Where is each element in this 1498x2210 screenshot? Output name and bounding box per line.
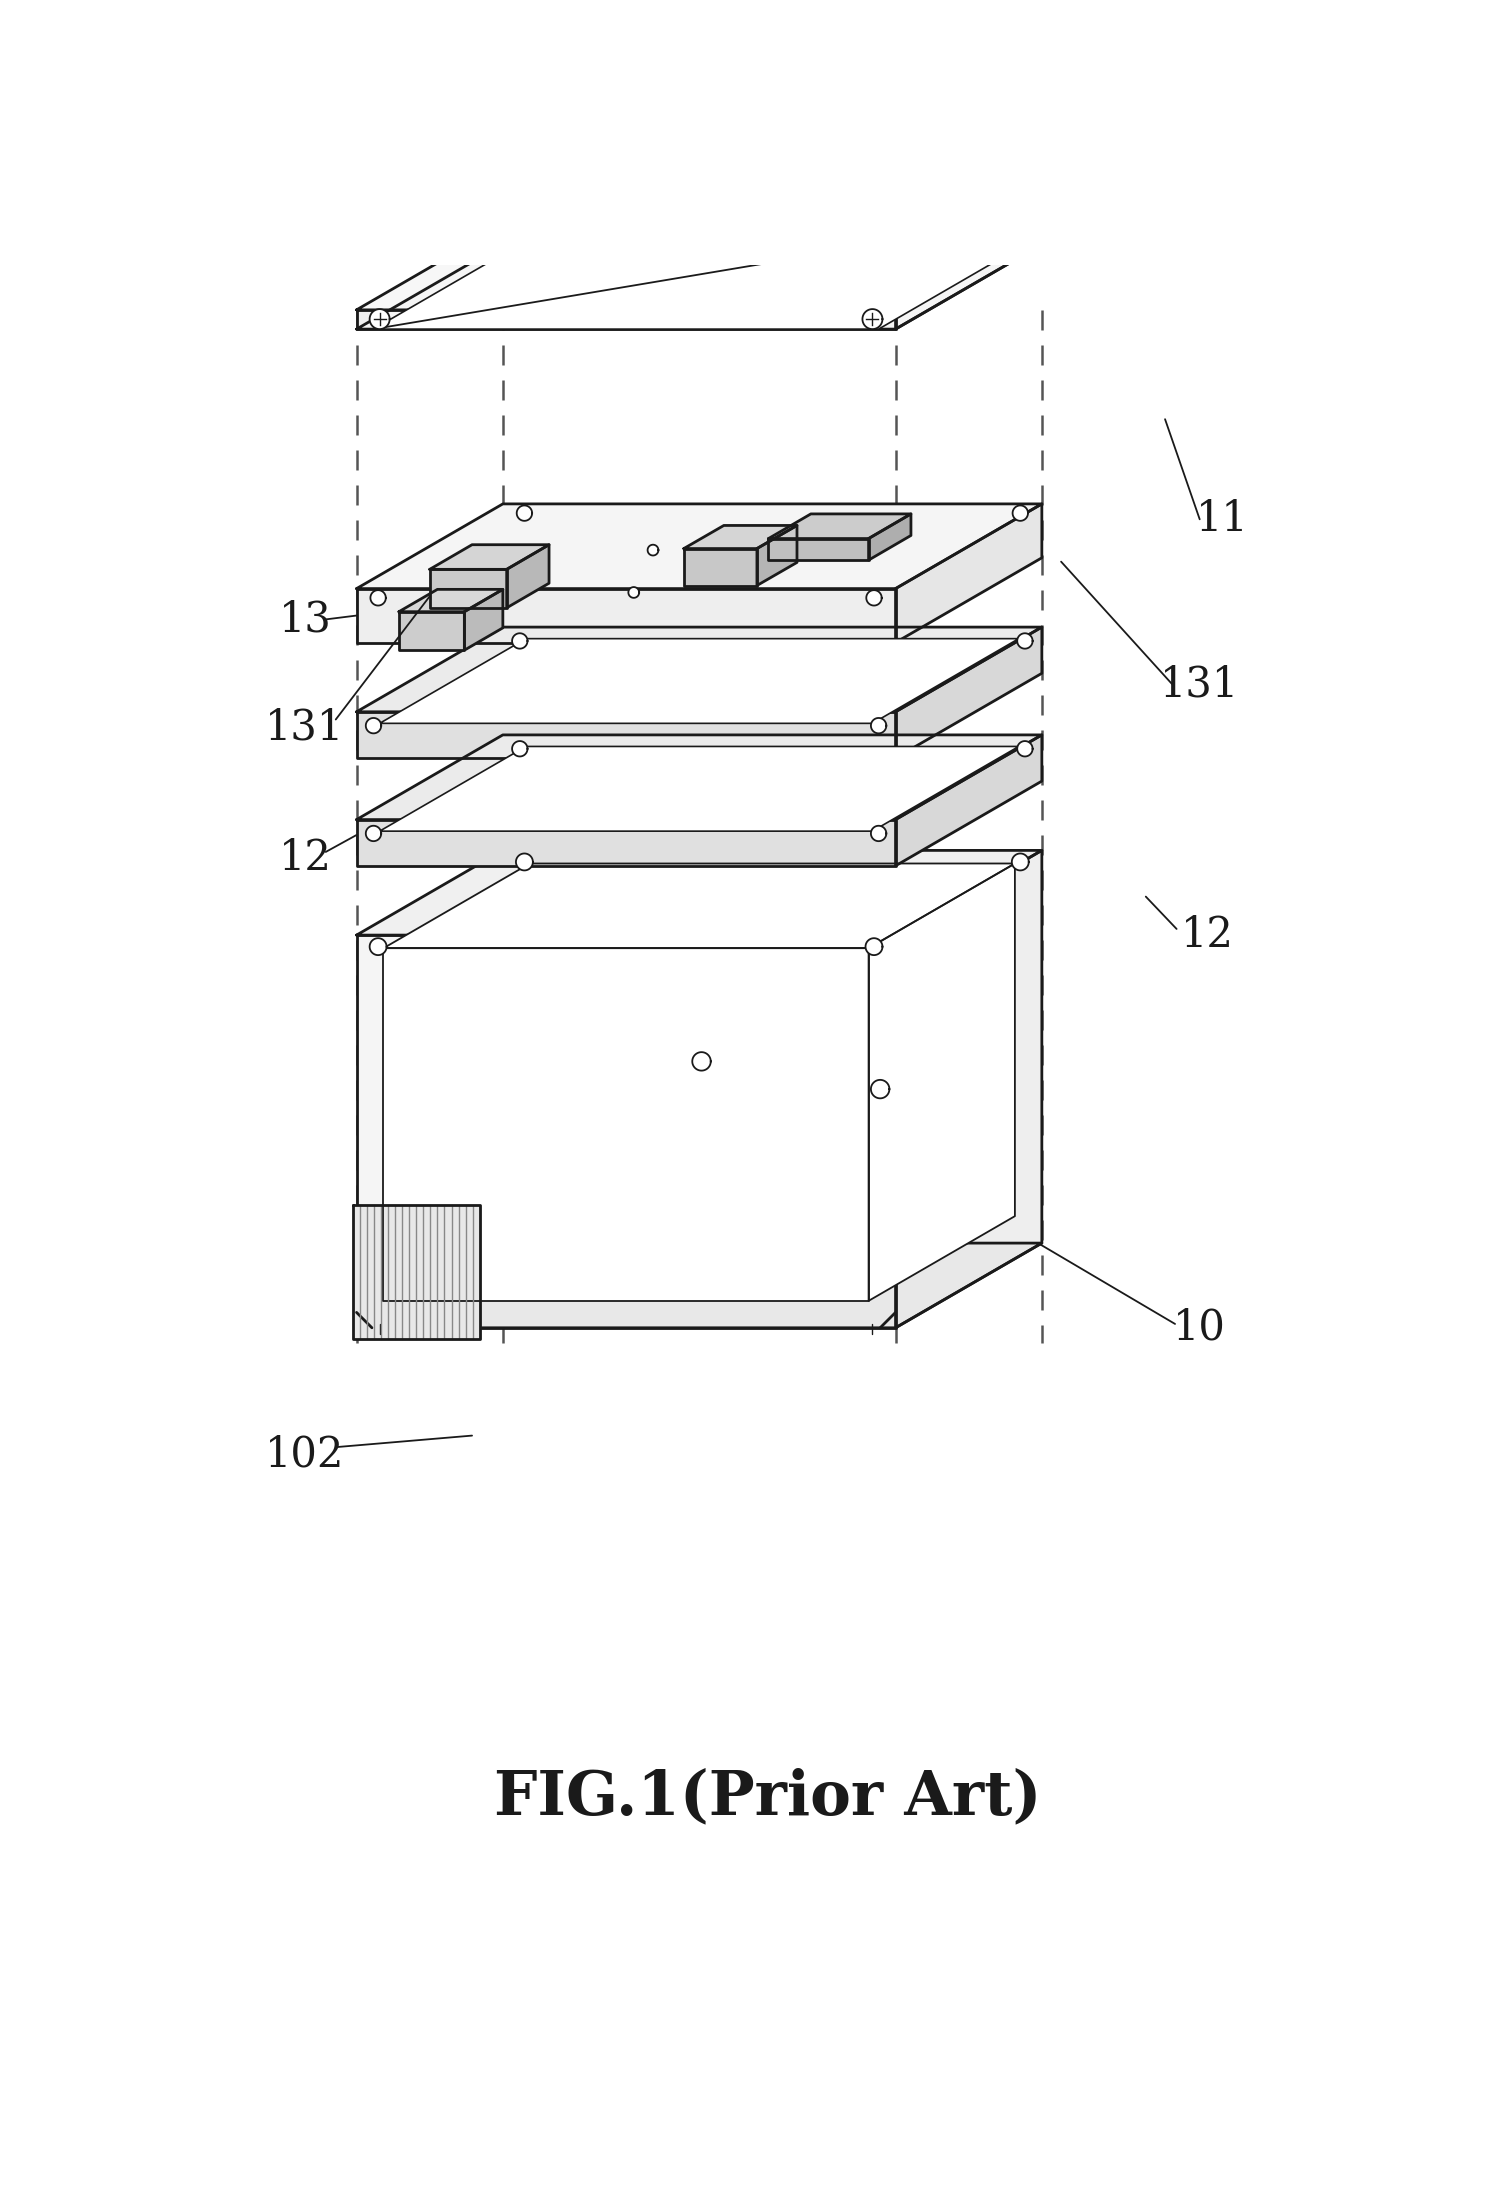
Polygon shape bbox=[373, 245, 1025, 329]
Polygon shape bbox=[870, 827, 887, 842]
Polygon shape bbox=[357, 935, 896, 1328]
Polygon shape bbox=[357, 628, 1041, 712]
Polygon shape bbox=[896, 225, 1041, 329]
Polygon shape bbox=[512, 740, 527, 756]
Polygon shape bbox=[366, 827, 380, 842]
Polygon shape bbox=[366, 718, 380, 734]
Polygon shape bbox=[692, 1052, 710, 1070]
Polygon shape bbox=[370, 309, 389, 329]
Polygon shape bbox=[768, 539, 869, 559]
Text: 12: 12 bbox=[1180, 915, 1234, 957]
Polygon shape bbox=[357, 820, 896, 866]
Polygon shape bbox=[896, 851, 1041, 1328]
Polygon shape bbox=[357, 712, 896, 758]
Polygon shape bbox=[379, 639, 1019, 723]
Polygon shape bbox=[506, 544, 550, 608]
Polygon shape bbox=[896, 736, 1041, 866]
Polygon shape bbox=[683, 526, 797, 548]
Polygon shape bbox=[647, 544, 659, 555]
Polygon shape bbox=[628, 588, 640, 599]
Polygon shape bbox=[370, 590, 386, 606]
Text: 13: 13 bbox=[279, 599, 331, 641]
Polygon shape bbox=[512, 634, 527, 650]
Polygon shape bbox=[869, 864, 1016, 1302]
Polygon shape bbox=[357, 225, 1041, 309]
Polygon shape bbox=[896, 504, 1041, 643]
Polygon shape bbox=[515, 853, 533, 871]
Polygon shape bbox=[1017, 740, 1032, 756]
Polygon shape bbox=[1013, 506, 1028, 522]
Polygon shape bbox=[357, 588, 896, 643]
Polygon shape bbox=[869, 515, 911, 559]
Polygon shape bbox=[398, 590, 503, 612]
Text: 131: 131 bbox=[1159, 663, 1239, 705]
Text: 11: 11 bbox=[1197, 497, 1249, 539]
Polygon shape bbox=[464, 590, 503, 650]
Polygon shape bbox=[1017, 634, 1032, 650]
Polygon shape bbox=[357, 736, 1041, 820]
Polygon shape bbox=[383, 948, 869, 1302]
Text: 131: 131 bbox=[265, 707, 345, 749]
Polygon shape bbox=[370, 939, 386, 955]
Polygon shape bbox=[352, 1204, 479, 1339]
Polygon shape bbox=[357, 309, 896, 329]
Polygon shape bbox=[1008, 225, 1029, 245]
Polygon shape bbox=[515, 225, 536, 245]
Polygon shape bbox=[357, 504, 1041, 588]
Polygon shape bbox=[1011, 853, 1029, 871]
Polygon shape bbox=[430, 570, 506, 608]
Text: FIG.1(Prior Art): FIG.1(Prior Art) bbox=[494, 1768, 1041, 1828]
Text: 12: 12 bbox=[279, 838, 331, 880]
Polygon shape bbox=[870, 718, 887, 734]
Polygon shape bbox=[863, 309, 882, 329]
Polygon shape bbox=[383, 864, 1016, 948]
Polygon shape bbox=[517, 506, 532, 522]
Polygon shape bbox=[756, 526, 797, 586]
Text: 10: 10 bbox=[1173, 1306, 1227, 1348]
Polygon shape bbox=[357, 245, 1041, 329]
Polygon shape bbox=[768, 515, 911, 539]
Text: 102: 102 bbox=[265, 1434, 345, 1476]
Polygon shape bbox=[398, 612, 464, 650]
Polygon shape bbox=[379, 747, 1019, 831]
Polygon shape bbox=[683, 548, 756, 586]
Polygon shape bbox=[430, 544, 550, 570]
Polygon shape bbox=[870, 1081, 890, 1098]
Polygon shape bbox=[896, 628, 1041, 758]
Polygon shape bbox=[357, 851, 1041, 935]
Polygon shape bbox=[866, 590, 882, 606]
Polygon shape bbox=[357, 1242, 1041, 1328]
Polygon shape bbox=[866, 939, 882, 955]
